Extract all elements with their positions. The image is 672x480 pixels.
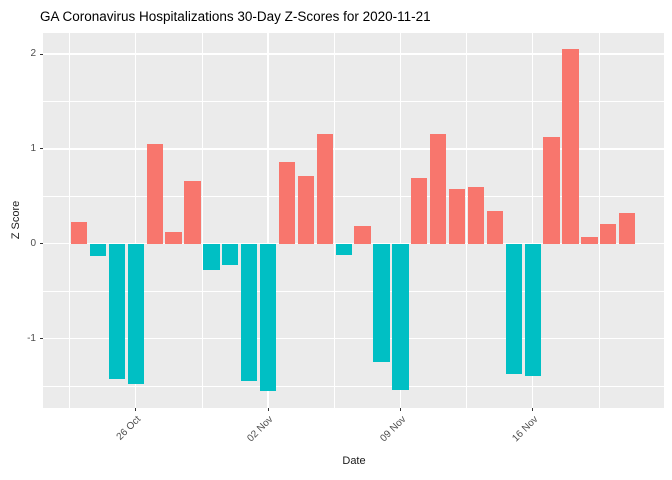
major-gridline-v <box>267 33 269 408</box>
bar <box>354 225 371 244</box>
major-gridline-h <box>43 148 665 150</box>
minor-gridline-v <box>201 33 203 408</box>
x-tick-label: 09 Nov <box>377 414 409 445</box>
bar <box>241 243 258 382</box>
minor-gridline-h <box>43 290 665 292</box>
major-gridline-v <box>532 33 534 408</box>
bar <box>600 223 617 244</box>
major-gridline-h <box>43 243 665 245</box>
y-tick-label: -1 <box>27 332 36 344</box>
minor-gridline-v <box>466 33 467 408</box>
x-tick-label: 26 Oct <box>114 414 144 443</box>
bar <box>297 176 315 244</box>
bar <box>316 133 333 244</box>
bar <box>392 243 409 390</box>
y-tick-label: 0 <box>30 237 36 249</box>
bar <box>505 243 522 374</box>
bar <box>581 237 598 244</box>
plot-panel <box>43 33 665 408</box>
bar <box>619 213 636 244</box>
x-tick-label: 02 Nov <box>245 414 276 445</box>
x-tick-mark <box>399 408 401 411</box>
bar <box>524 243 541 377</box>
bar <box>70 221 88 244</box>
y-axis-label: Z Score <box>10 200 22 240</box>
x-tick-mark <box>267 408 269 411</box>
bar <box>146 144 163 244</box>
minor-gridline-v <box>333 33 335 408</box>
chart-title: GA Coronavirus Hospitalizations 30-Day Z… <box>40 9 431 24</box>
bar <box>165 232 182 244</box>
bar <box>448 188 466 244</box>
minor-gridline-v <box>69 33 70 408</box>
bar <box>373 243 390 363</box>
bar <box>203 243 220 271</box>
major-gridline-v <box>664 33 665 408</box>
bar <box>335 243 352 256</box>
bar <box>467 186 485 244</box>
bar <box>278 162 296 244</box>
minor-gridline-h <box>43 101 665 102</box>
bar <box>259 243 277 391</box>
y-tick-mark <box>40 53 43 55</box>
bar <box>543 136 560 244</box>
bar <box>89 243 107 257</box>
major-gridline-h <box>43 337 665 340</box>
y-tick-label: 1 <box>30 142 36 154</box>
x-axis-label: Date <box>342 455 366 467</box>
minor-gridline-h <box>43 385 665 387</box>
bar <box>127 243 144 384</box>
major-gridline-v <box>399 33 402 408</box>
bar <box>184 181 201 244</box>
y-tick-mark <box>40 243 43 245</box>
bar <box>562 49 579 244</box>
y-tick-mark <box>40 338 43 340</box>
bar <box>222 243 239 265</box>
bar <box>411 178 428 244</box>
minor-gridline-v <box>598 33 600 408</box>
bar <box>108 243 126 380</box>
y-tick-mark <box>40 148 43 150</box>
major-gridline-h <box>43 53 665 55</box>
y-tick-label: 2 <box>30 48 36 60</box>
major-gridline-v <box>135 33 137 408</box>
bar <box>430 133 447 244</box>
bar <box>486 210 504 244</box>
x-tick-mark <box>532 408 534 411</box>
x-tick-mark <box>135 408 137 411</box>
x-tick-label: 16 Nov <box>510 414 541 445</box>
minor-gridline-h <box>43 195 665 197</box>
